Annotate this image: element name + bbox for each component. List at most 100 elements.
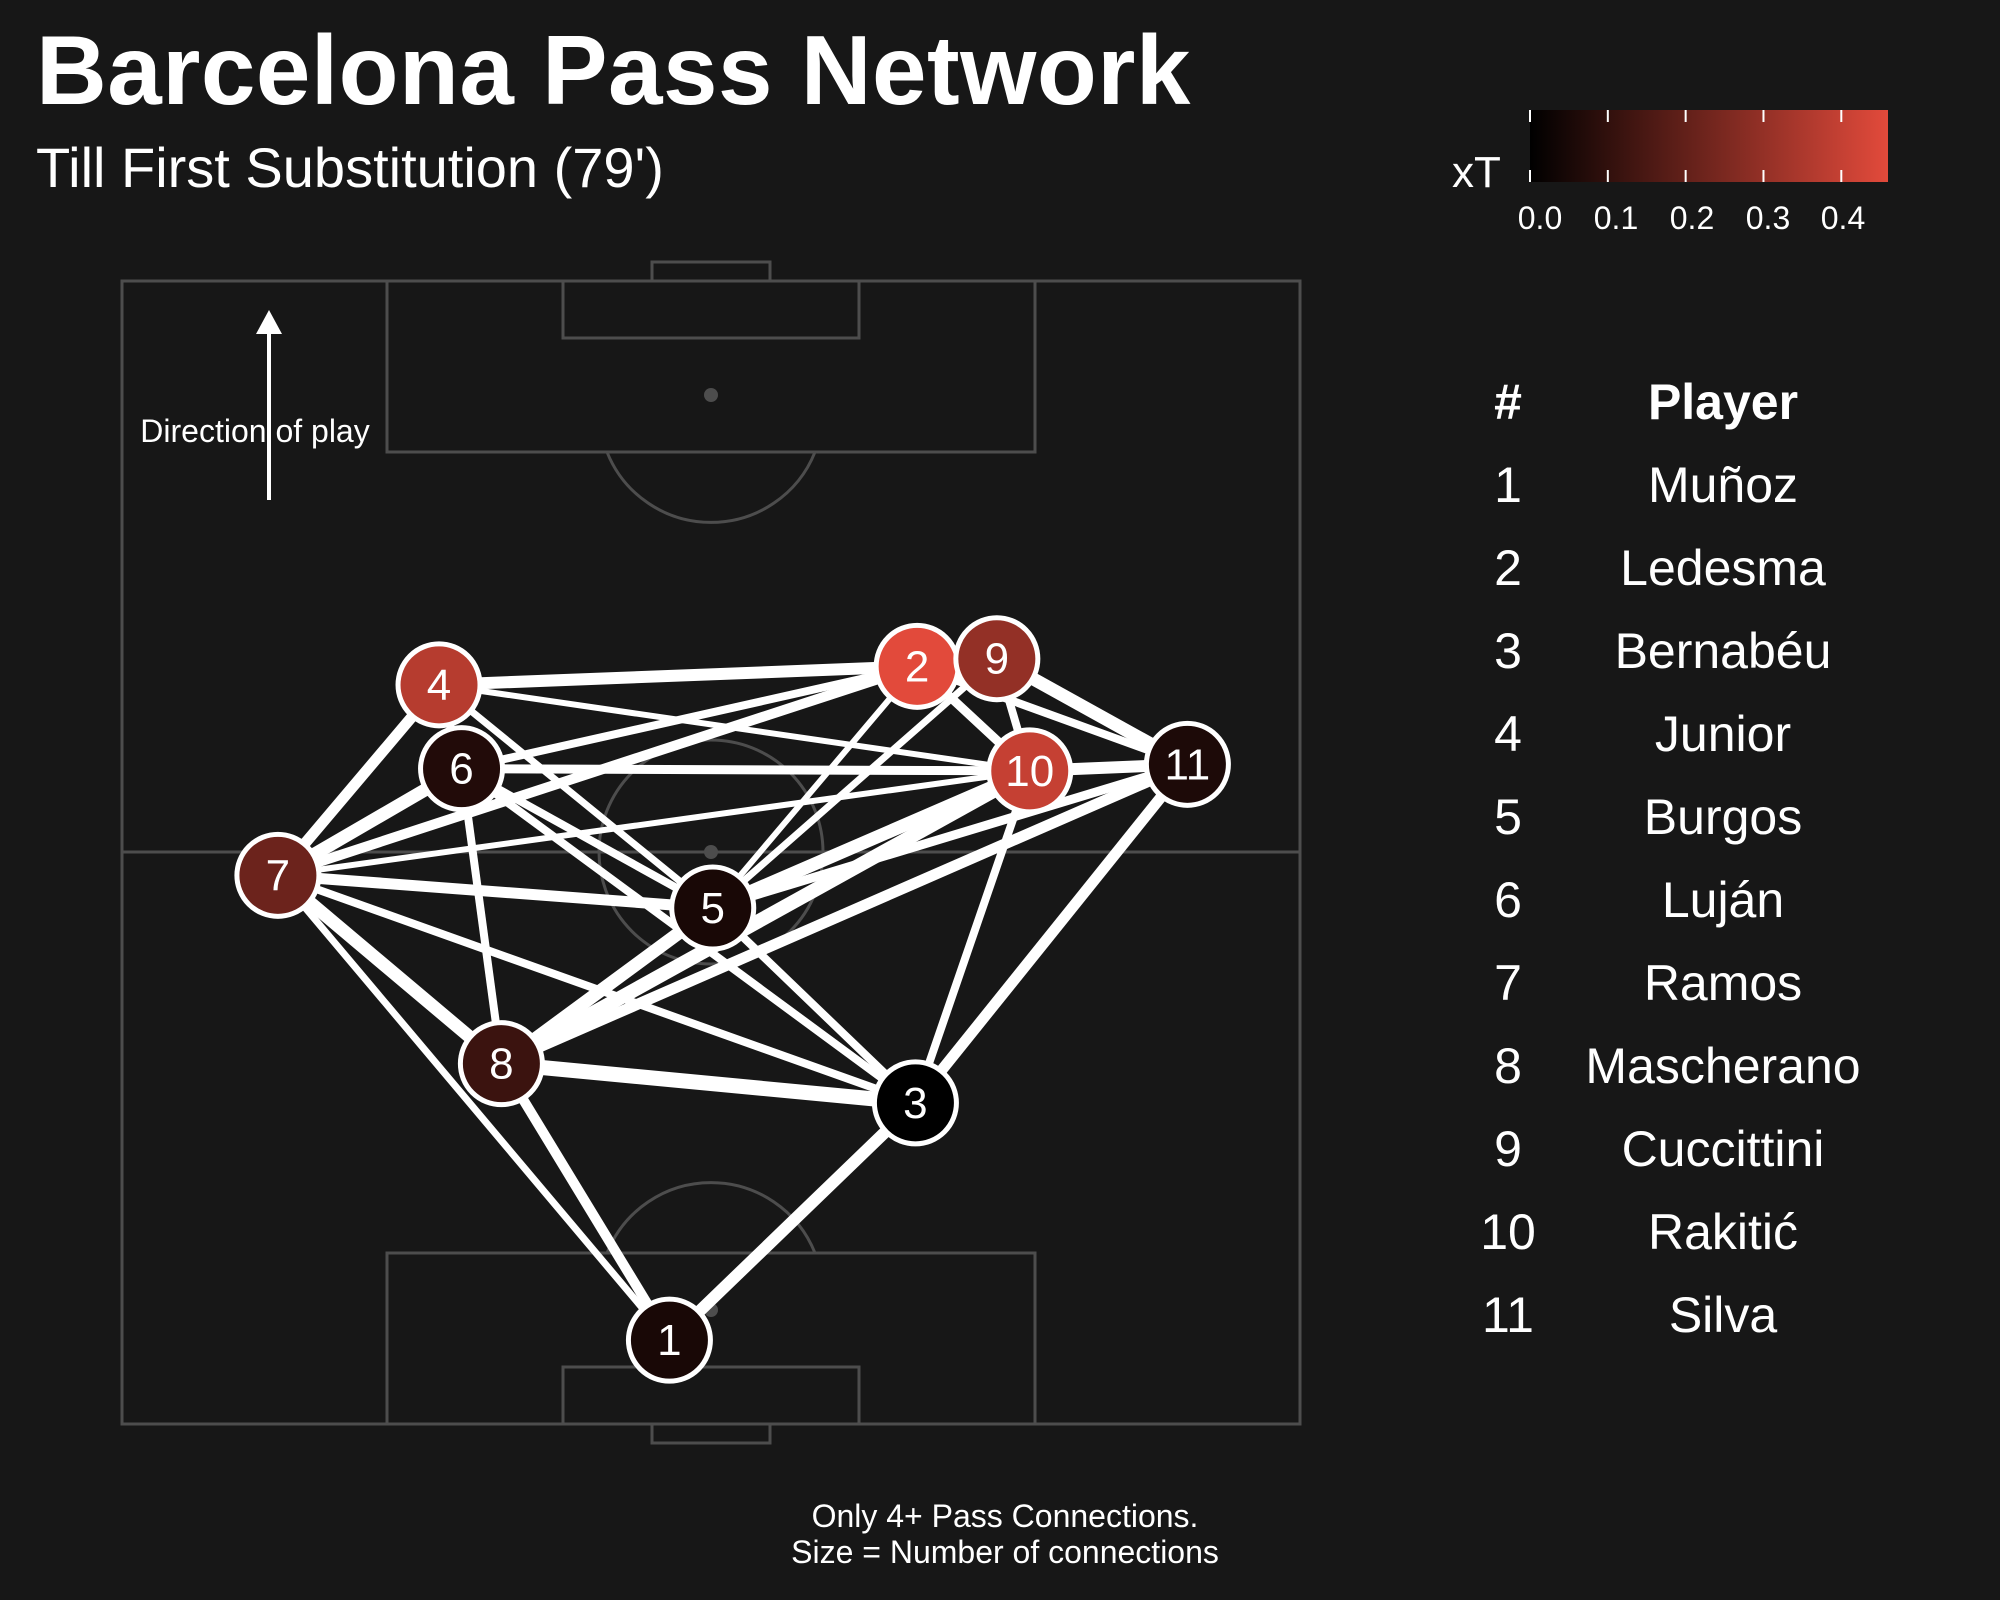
colorbar-gradient (1530, 110, 1888, 182)
top-penalty-box (385, 279, 1037, 454)
player-node-circle (457, 1020, 545, 1108)
roster-player-name: Junior (1654, 705, 1792, 762)
roster-player-name: Luján (1661, 871, 1785, 928)
roster-row: 8 Mascherano (1450, 1024, 1880, 1107)
player-node-label: 4 (427, 661, 451, 710)
player-node-label: 6 (449, 745, 473, 794)
roster-number: 4 (1494, 705, 1522, 762)
bottom-penalty-arc (605, 1181, 817, 1254)
footnote-line-2: Size = Number of connections (791, 1534, 1219, 1570)
xt-colorbar (1529, 110, 1888, 182)
roster-player-name: Rakitić (1647, 1203, 1799, 1260)
player-nodes: 1 2 3 4 5 6 7 8 9 10 11 (234, 615, 1231, 1384)
pass-edge-7-10 (277, 767, 1031, 879)
roster-row: 4 Junior (1450, 692, 1880, 775)
pass-edge-4-2 (438, 660, 918, 691)
pass-edge-5-2 (710, 664, 920, 910)
pass-edge-7-8 (273, 870, 506, 1069)
pass-edge-8-11 (499, 759, 1190, 1069)
player-node-circle (669, 864, 757, 952)
player-node-2: 2 (873, 622, 961, 710)
player-node-label: 11 (1165, 740, 1211, 789)
pass-edge-4-5 (436, 682, 715, 911)
roster-player-header: Player (1647, 373, 1799, 430)
player-node-4: 4 (395, 641, 483, 729)
roster-number: 9 (1494, 1120, 1522, 1177)
roster-header-row: # Player (1450, 360, 1880, 443)
player-node-circle (234, 831, 322, 919)
roster-player-name: Muñoz (1647, 456, 1799, 513)
pass-edge-6-10 (461, 764, 1030, 776)
player-node-11: 11 (1143, 720, 1231, 808)
player-node-label: 10 (1005, 747, 1054, 796)
roster-row: 11 Silva (1450, 1273, 1880, 1356)
roster-number: 10 (1480, 1203, 1536, 1260)
roster-number-header: # (1494, 373, 1522, 430)
pitch (120, 260, 1302, 1445)
player-node-circle (418, 725, 506, 813)
bottom-goal (650, 1422, 772, 1445)
player-node-5: 5 (669, 864, 757, 952)
pass-edge-5-3 (709, 905, 919, 1106)
roster-number: 5 (1494, 788, 1522, 845)
pass-edge-5-11 (711, 760, 1189, 913)
pass-edge-8-3 (500, 1056, 917, 1111)
player-node-circle (1143, 720, 1231, 808)
player-node-circle (625, 1296, 713, 1384)
roster-row: 7 Ramos (1450, 941, 1880, 1024)
colorbar-tick-label: 0.3 (1745, 200, 1791, 236)
pass-edge-4-10 (438, 681, 1031, 774)
roster-player-name: Ledesma (1620, 539, 1826, 596)
roster-row: 3 Bernabéu (1450, 609, 1880, 692)
pass-edge-3-11 (911, 760, 1192, 1107)
top-goal (650, 260, 772, 283)
player-node-label: 3 (903, 1079, 927, 1128)
roster-number: 8 (1494, 1037, 1522, 1094)
player-node-label: 7 (266, 851, 290, 900)
footnote: Only 4+ Pass Connections. Size = Number … (0, 1498, 2000, 1570)
roster-number: 7 (1494, 954, 1522, 1011)
direction-label: Direction of play (140, 413, 369, 449)
pass-edge-5-10 (710, 764, 1033, 914)
chart-title: Barcelona Pass Network (36, 15, 1191, 125)
xt-legend-label: xT (1452, 148, 1501, 197)
direction-arrow (256, 310, 282, 500)
roster-player-name: Mascherano (1585, 1037, 1861, 1094)
pass-edge-6-5 (459, 765, 715, 912)
centre-circle (597, 738, 825, 966)
player-node-3: 3 (871, 1059, 959, 1147)
roster-player-name: Silva (1668, 1286, 1778, 1343)
player-node-1: 1 (625, 1296, 713, 1384)
roster-number: 11 (1482, 1286, 1534, 1343)
pass-edge-1-8 (497, 1061, 674, 1343)
pass-edge-1-7 (275, 873, 673, 1343)
roster-number: 6 (1494, 871, 1522, 928)
roster-row: 9 Cuccittini (1450, 1107, 1880, 1190)
roster-row: 2 Ledesma (1450, 526, 1880, 609)
bottom-six-yard-box (561, 1365, 861, 1426)
player-node-circle (395, 641, 483, 729)
player-roster-table: # Player 1 Muñoz 2 Ledesma 3 Bernabéu 4 … (1450, 360, 1880, 1356)
pass-edge-6-2 (460, 662, 919, 773)
player-node-7: 7 (234, 831, 322, 919)
colorbar-tick-label: 0.4 (1820, 200, 1866, 236)
player-node-label: 5 (700, 884, 724, 933)
player-node-6: 6 (418, 725, 506, 813)
roster-player-name: Ramos (1643, 954, 1803, 1011)
chart-subtitle: Till First Substitution (79') (36, 136, 664, 199)
roster-row: 1 Muñoz (1450, 443, 1880, 526)
top-penalty-arc (605, 451, 817, 524)
player-node-label: 2 (905, 642, 929, 691)
pass-edge-8-6 (457, 768, 506, 1065)
roster-number: 2 (1494, 539, 1522, 596)
player-node-label: 8 (489, 1040, 513, 1089)
centre-spot (704, 845, 718, 859)
player-node-8: 8 (457, 1020, 545, 1108)
player-node-label: 1 (657, 1316, 681, 1365)
roster-player-name: Cuccittini (1621, 1120, 1825, 1177)
top-six-yard-box (561, 279, 861, 340)
player-node-circle (986, 727, 1074, 815)
footnote-line-1: Only 4+ Pass Connections. (811, 1498, 1199, 1534)
player-node-10: 10 (986, 727, 1074, 815)
